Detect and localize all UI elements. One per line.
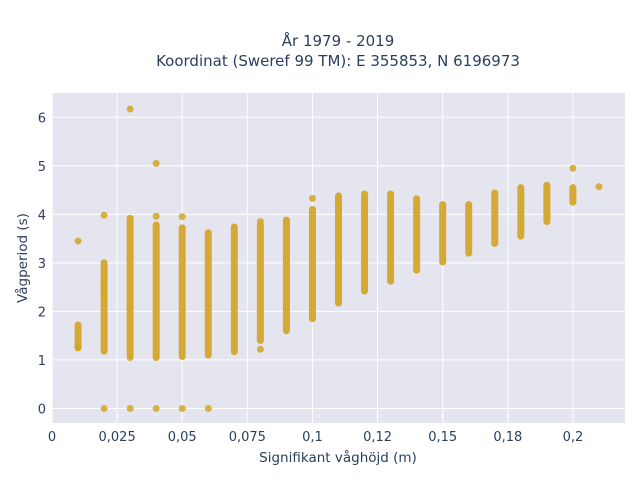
- y-tick-label: 5: [38, 160, 46, 175]
- x-tick-label: 0,1: [302, 430, 323, 445]
- y-axis-label: Vågperiod (s): [14, 213, 31, 303]
- x-tick-label: 0,2: [563, 430, 584, 445]
- data-point: [100, 290, 108, 298]
- data-point: [126, 404, 134, 412]
- data-point: [126, 105, 134, 113]
- y-tick-label: 2: [38, 305, 46, 320]
- x-tick-label: 0,025: [99, 430, 136, 445]
- x-tick-label: 0,075: [229, 430, 266, 445]
- data-point: [152, 159, 160, 167]
- data-point: [178, 213, 186, 221]
- data-point: [100, 278, 108, 286]
- data-point: [256, 345, 264, 353]
- data-point: [74, 344, 82, 352]
- tick-labels: 0 0,025 0,05 0,075 0,1 0,12 0,15 0,18 0,2 0 1 2 3 4 5 6: [38, 111, 584, 445]
- data-point: [569, 164, 577, 172]
- data-points: [74, 105, 603, 412]
- y-tick-label: 4: [38, 208, 46, 223]
- chart-subtitle: Koordinat (Sweref 99 TM): E 355853, N 61…: [156, 52, 520, 70]
- x-tick-label: 0: [48, 430, 56, 445]
- data-point: [595, 183, 603, 191]
- y-tick-label: 0: [38, 402, 46, 417]
- y-tick-label: 1: [38, 354, 46, 369]
- x-tick-label: 0,15: [428, 430, 457, 445]
- x-tick-label: 0,18: [493, 430, 522, 445]
- data-point: [152, 404, 160, 412]
- x-axis-label: Signifikant våghöjd (m): [259, 449, 417, 466]
- x-tick-label: 0,05: [168, 430, 197, 445]
- data-point: [308, 194, 316, 202]
- data-point: [100, 211, 108, 219]
- data-point: [256, 218, 264, 226]
- data-point: [126, 353, 134, 361]
- data-point: [204, 404, 212, 412]
- data-point: [152, 212, 160, 220]
- y-tick-label: 6: [38, 111, 46, 126]
- data-point: [178, 404, 186, 412]
- chart-title: År 1979 - 2019: [282, 31, 395, 50]
- x-tick-label: 0,12: [363, 430, 392, 445]
- y-tick-label: 3: [38, 257, 46, 272]
- data-point: [100, 404, 108, 412]
- data-point: [74, 237, 82, 245]
